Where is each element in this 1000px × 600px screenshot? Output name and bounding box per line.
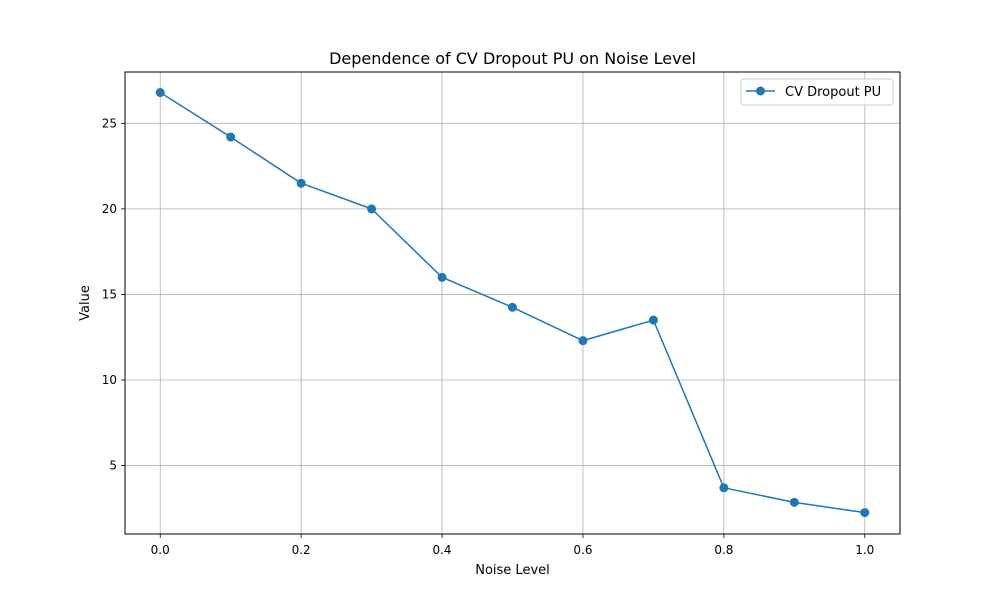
y-tick-label: 25 [102, 116, 117, 130]
data-point [860, 508, 870, 518]
data-point [296, 178, 306, 188]
y-axis-label: Value [78, 285, 93, 321]
legend: CV Dropout PU [740, 78, 894, 106]
x-tick-label: 0.6 [573, 543, 592, 557]
plot-frame [124, 71, 901, 535]
x-tick-label: 0.8 [714, 543, 733, 557]
y-tick-label: 15 [102, 287, 117, 301]
chart-title: Dependence of CV Dropout PU on Noise Lev… [329, 49, 696, 68]
data-point [508, 302, 517, 312]
data-point [648, 315, 658, 325]
x-tick-label: 1.0 [855, 543, 874, 557]
y-tick-label: 10 [102, 373, 117, 387]
data-point [719, 483, 729, 493]
x-tick-label: 0.2 [292, 543, 311, 557]
data-point [367, 204, 377, 214]
legend-box [740, 78, 894, 106]
axis-ticks: 0.0 0.2 0.4 0.6 0.8 1.0 5 10 15 20 25 [102, 116, 875, 557]
data-point [226, 132, 236, 142]
data-point [155, 88, 165, 98]
data-point [437, 272, 447, 282]
x-tick-label: 0.0 [151, 543, 170, 557]
y-tick-label: 20 [102, 202, 117, 216]
grid [125, 72, 900, 534]
x-tick-label: 0.4 [432, 543, 451, 557]
data-point [578, 336, 588, 346]
legend-marker [756, 86, 765, 96]
data-point [789, 497, 799, 507]
legend-label: CV Dropout PU [785, 85, 881, 100]
y-tick-label: 5 [109, 459, 117, 473]
x-axis-label: Noise Level [475, 563, 550, 578]
series-layer [155, 88, 870, 518]
